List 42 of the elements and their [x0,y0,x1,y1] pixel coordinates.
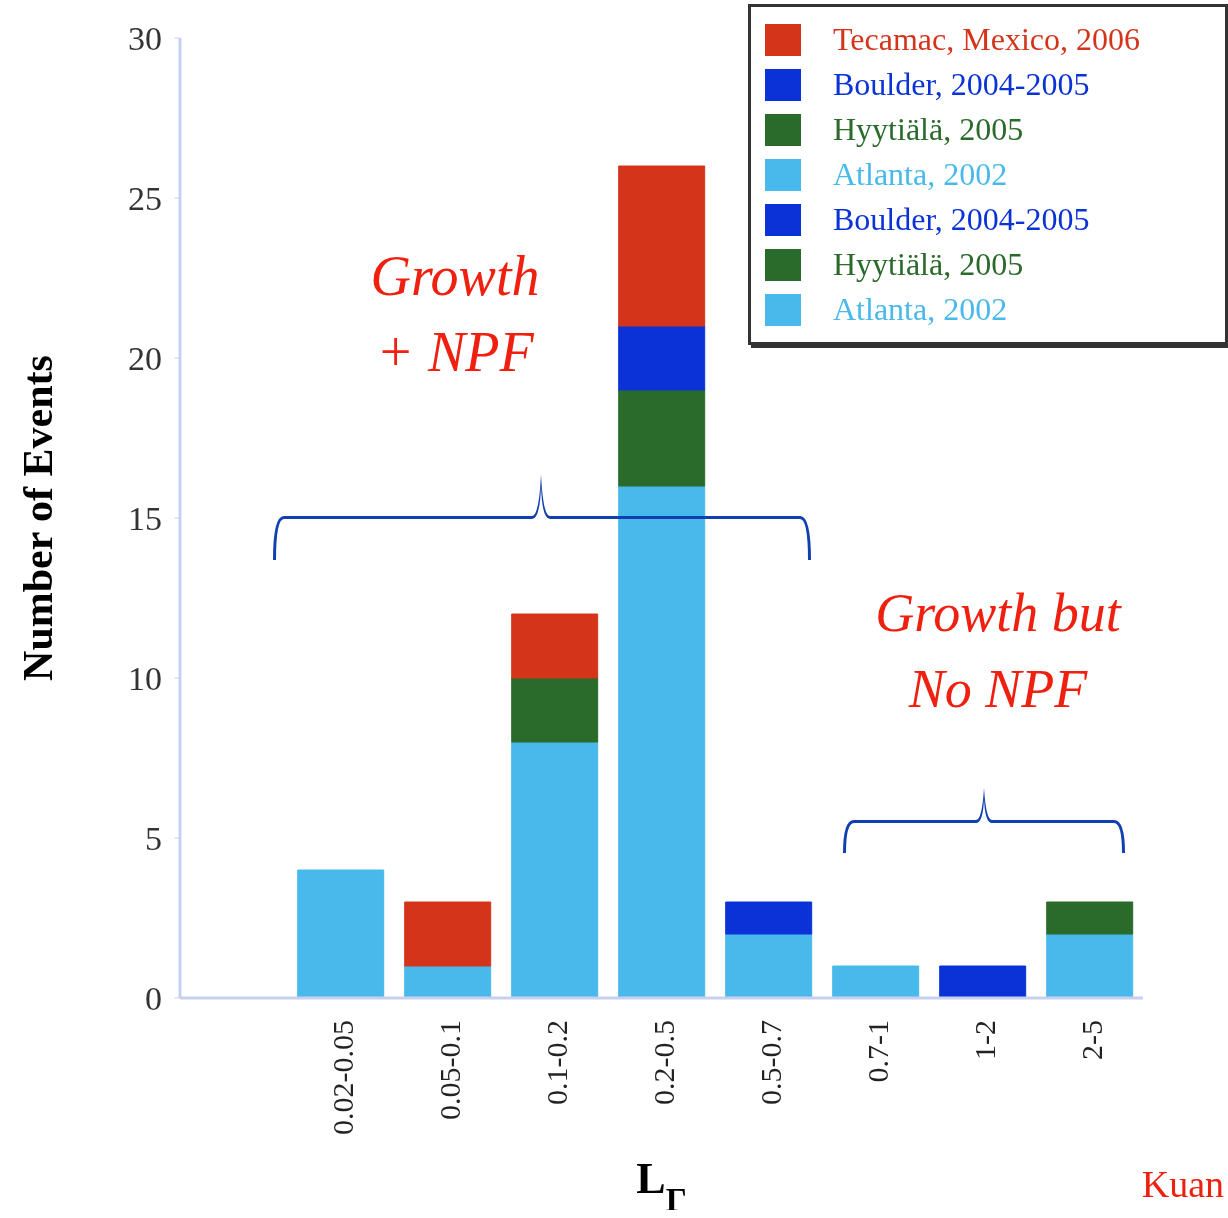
legend-label: Boulder, 2004-2005 [833,66,1090,103]
bar [725,933,813,998]
bar [511,613,599,679]
y-tick-label: 0 [145,980,162,1017]
bar [618,325,706,391]
legend-label: Boulder, 2004-2005 [833,201,1090,238]
bar [297,869,385,998]
bar [404,965,492,998]
x-tick-label: 0.7-1 [860,1020,894,1083]
legend-label: Atlanta, 2002 [833,156,1008,193]
legend-label: Tecamac, Mexico, 2006 [833,21,1140,58]
bar [1046,933,1134,998]
y-tick-label: 15 [128,500,162,537]
x-tick-label: 0.2-0.5 [646,1020,680,1105]
annotation: Growth but No NPF [874,582,1123,721]
bar [725,901,813,935]
legend-label: Hyytiälä, 2005 [833,111,1024,148]
y-axis-title: Number of Events [15,355,61,681]
bar [832,965,920,998]
x-tick-label: 2-5 [1074,1020,1108,1060]
y-tick-label: 10 [128,660,162,697]
x-tick-label: 0.5-0.7 [753,1020,787,1105]
bar [511,677,599,743]
bar [511,741,599,998]
x-tick-label: 0.1-0.2 [539,1020,573,1105]
bar [1046,901,1134,935]
bar [618,165,706,327]
bar [618,389,706,487]
bar [404,901,492,967]
legend-label: Atlanta, 2002 [833,291,1008,328]
annotation: Growth + NPF [369,244,541,385]
x-tick-label: 0.05-0.1 [432,1020,466,1120]
y-tick-label: 20 [128,340,162,377]
y-tick-label: 5 [145,820,162,857]
x-tick-label: 1-2 [967,1020,1001,1060]
bar [939,965,1027,998]
legend-label: Hyytiälä, 2005 [833,246,1024,283]
x-tick-label: 0.02-0.05 [325,1020,359,1135]
bar [618,485,706,998]
y-tick-label: 25 [128,180,162,217]
y-tick-label: 30 [128,20,162,57]
text: Kuan [1141,1162,1224,1206]
